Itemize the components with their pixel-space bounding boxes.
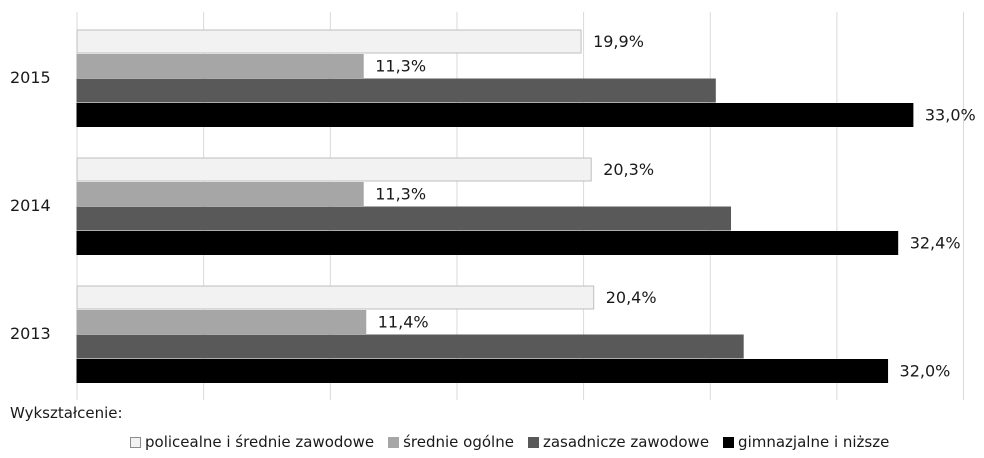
legend-label: zasadnicze zawodowe (542, 433, 710, 451)
bar (76, 206, 732, 231)
bar (76, 359, 889, 383)
category-label: 2013 (10, 324, 51, 343)
legend-label: gimnazjalne i niższe (738, 433, 890, 451)
data-label: 32,4% (910, 234, 961, 253)
bar (76, 334, 744, 359)
legend: policealne i średnie zawodowe średnie ogó… (130, 431, 903, 453)
legend-swatch (130, 436, 141, 448)
bar (76, 29, 582, 54)
data-label: 33,0% (925, 106, 976, 125)
legend-item: średnie ogólne (388, 433, 514, 451)
data-label: 20,3% (603, 160, 654, 179)
category-label: 2014 (10, 196, 51, 215)
legend-item: zasadnicze zawodowe (527, 433, 710, 451)
data-label: 11,3% (375, 185, 426, 204)
data-label: 11,4% (378, 313, 429, 332)
data-label: 19,9% (593, 32, 644, 51)
legend-swatch (527, 436, 539, 448)
legend-item: policealne i średnie zawodowe (130, 433, 374, 451)
bar (76, 103, 914, 127)
bar (76, 157, 592, 182)
bar-chart-plot: 2015 19,9% 11,3% 33,0% 2014 20,3% 11,3% 32,4% 20… (10, 12, 976, 400)
bar (76, 78, 716, 103)
data-label: 32,0% (900, 362, 951, 381)
bar (76, 231, 899, 255)
data-label: 20,4% (606, 288, 657, 307)
legend-swatch (723, 436, 735, 448)
bar (76, 310, 367, 334)
bar (76, 285, 595, 310)
legend-label: średnie ogólne (403, 433, 514, 451)
data-label: 11,3% (375, 57, 426, 76)
bar (76, 54, 364, 78)
category-label: 2015 (10, 68, 51, 87)
legend-title: Wykształcenie: (10, 404, 123, 422)
legend-item: gimnazjalne i niższe (723, 433, 889, 451)
bar (76, 182, 364, 206)
legend-swatch (388, 436, 400, 448)
legend-label: policealne i średnie zawodowe (145, 433, 375, 451)
